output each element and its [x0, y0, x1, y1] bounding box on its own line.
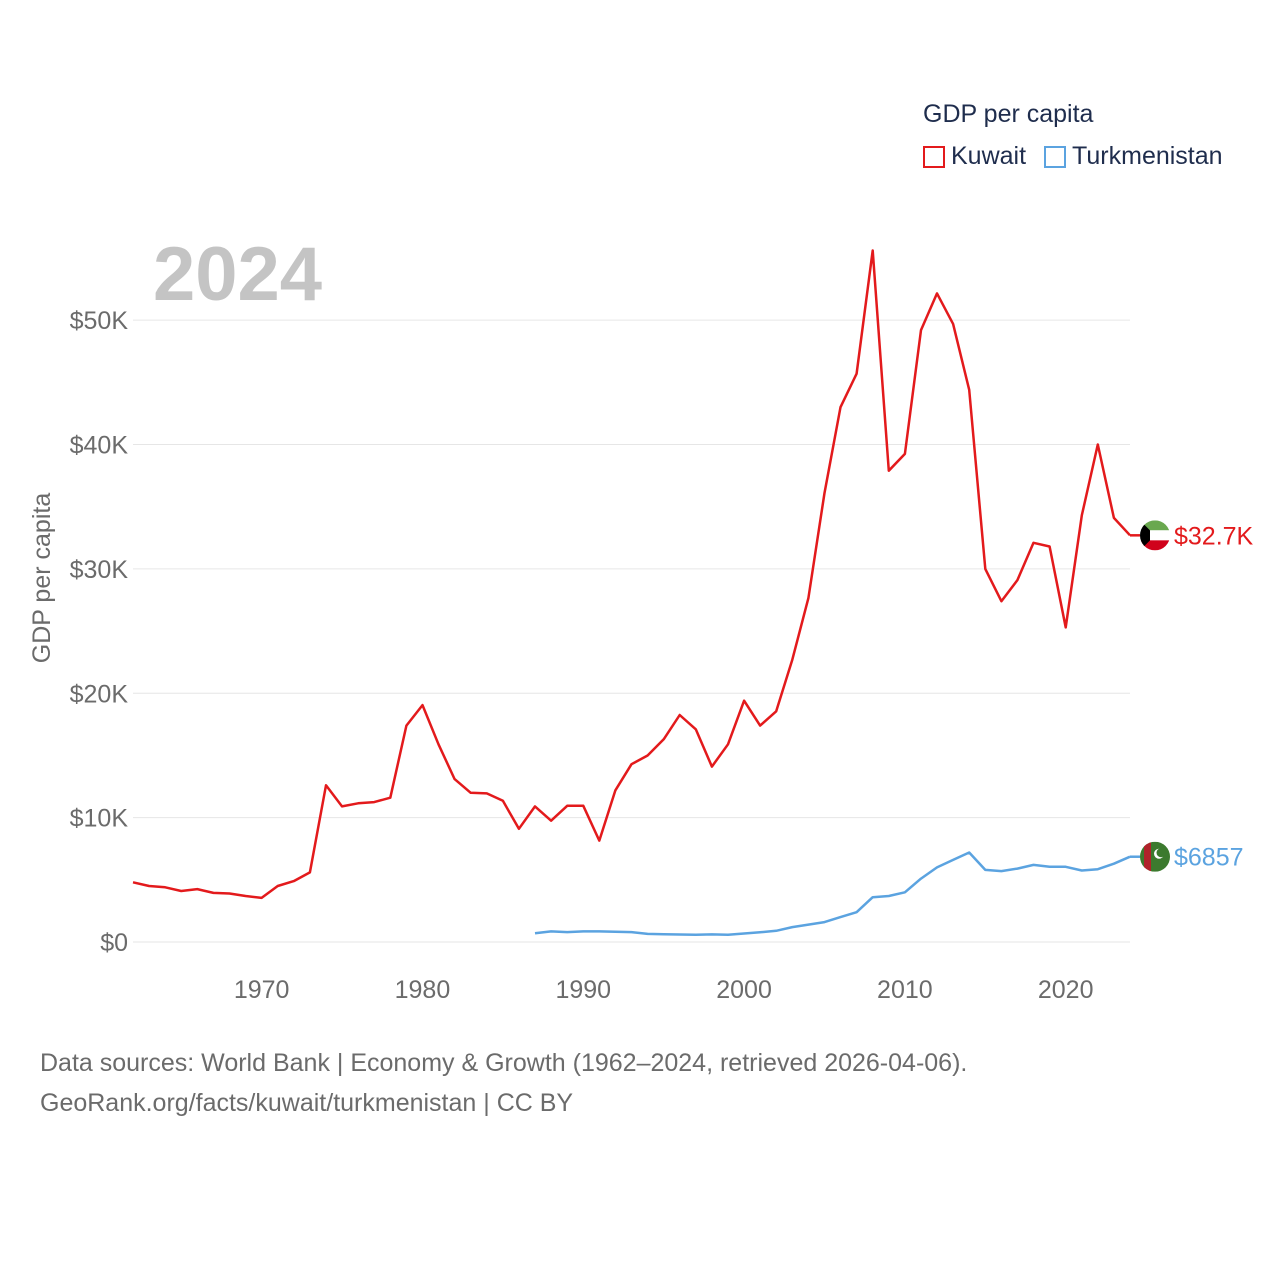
- x-tick-label: 2020: [1038, 976, 1094, 1004]
- data-source-note: Data sources: World Bank | Economy & Gro…: [40, 1043, 967, 1123]
- legend-item-kuwait[interactable]: Kuwait: [923, 142, 1026, 171]
- turkmenistan-flag-icon: [1130, 841, 1170, 872]
- end-value-label: $32.7K: [1174, 522, 1254, 550]
- legend-title: GDP per capita: [923, 100, 1094, 128]
- chart-year-title: 2024: [153, 232, 322, 317]
- x-tick-label: 1980: [395, 976, 451, 1004]
- legend-item-turkmenistan[interactable]: Turkmenistan: [1044, 142, 1223, 171]
- y-tick-label: $0: [100, 929, 128, 957]
- y-tick-label: $40K: [70, 432, 129, 460]
- x-tick-label: 1970: [234, 976, 290, 1004]
- y-tick-label: $10K: [70, 805, 129, 833]
- end-value-label: $6857: [1174, 844, 1244, 872]
- x-tick-label: 2000: [716, 976, 772, 1004]
- x-tick-label: 2010: [877, 976, 933, 1004]
- legend-swatch-turkmenistan: [1044, 145, 1067, 168]
- legend-swatch-kuwait: [923, 145, 945, 168]
- series-line-turkmenistan[interactable]: [534, 851, 1131, 937]
- source-line-1: Data sources: World Bank | Economy & Gro…: [40, 1049, 968, 1077]
- legend-label-turkmenistan: Turkmenistan: [1072, 142, 1223, 170]
- y-axis-label: GDP per capita: [28, 493, 56, 664]
- legend-label-kuwait: Kuwait: [951, 142, 1027, 170]
- legend: Kuwait Turkmenistan: [923, 142, 1241, 171]
- x-tick-label: 1990: [555, 976, 611, 1004]
- kuwait-flag-icon: [1130, 520, 1170, 551]
- y-tick-label: $50K: [70, 307, 129, 335]
- y-tick-label: $20K: [70, 680, 129, 708]
- source-line-2: GeoRank.org/facts/kuwait/turkmenistan | …: [40, 1089, 574, 1117]
- y-tick-label: $30K: [70, 556, 129, 584]
- series-line-kuwait[interactable]: [132, 249, 1131, 900]
